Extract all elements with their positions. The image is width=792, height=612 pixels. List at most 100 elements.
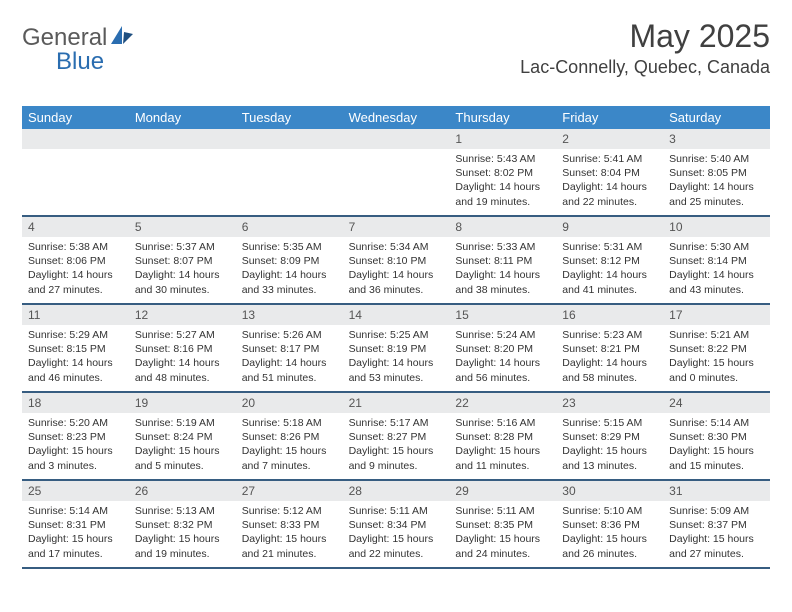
sunrise-text: Sunrise: 5:17 AM <box>349 416 444 430</box>
day-body: Sunrise: 5:24 AMSunset: 8:20 PMDaylight:… <box>449 325 556 391</box>
day-number: 24 <box>663 393 770 413</box>
day-number: 10 <box>663 217 770 237</box>
daylight-text: Daylight: 14 hours and 43 minutes. <box>669 268 764 296</box>
sunrise-text: Sunrise: 5:12 AM <box>242 504 337 518</box>
day-number: 18 <box>22 393 129 413</box>
sunset-text: Sunset: 8:29 PM <box>562 430 657 444</box>
day-cell <box>22 129 129 215</box>
day-number: 5 <box>129 217 236 237</box>
sunrise-text: Sunrise: 5:34 AM <box>349 240 444 254</box>
sunset-text: Sunset: 8:36 PM <box>562 518 657 532</box>
day-body: Sunrise: 5:14 AMSunset: 8:31 PMDaylight:… <box>22 501 129 567</box>
sunrise-text: Sunrise: 5:21 AM <box>669 328 764 342</box>
day-number <box>129 129 236 149</box>
daylight-text: Daylight: 15 hours and 17 minutes. <box>28 532 123 560</box>
day-cell: 27Sunrise: 5:12 AMSunset: 8:33 PMDayligh… <box>236 481 343 567</box>
sunset-text: Sunset: 8:24 PM <box>135 430 230 444</box>
daylight-text: Daylight: 14 hours and 27 minutes. <box>28 268 123 296</box>
day-cell: 8Sunrise: 5:33 AMSunset: 8:11 PMDaylight… <box>449 217 556 303</box>
sunset-text: Sunset: 8:31 PM <box>28 518 123 532</box>
day-body: Sunrise: 5:43 AMSunset: 8:02 PMDaylight:… <box>449 149 556 215</box>
day-cell: 20Sunrise: 5:18 AMSunset: 8:26 PMDayligh… <box>236 393 343 479</box>
day-cell: 3Sunrise: 5:40 AMSunset: 8:05 PMDaylight… <box>663 129 770 215</box>
sunset-text: Sunset: 8:02 PM <box>455 166 550 180</box>
sunrise-text: Sunrise: 5:18 AM <box>242 416 337 430</box>
dow-sunday: Sunday <box>22 106 129 129</box>
week-row: 1Sunrise: 5:43 AMSunset: 8:02 PMDaylight… <box>22 129 770 217</box>
sunrise-text: Sunrise: 5:24 AM <box>455 328 550 342</box>
sunset-text: Sunset: 8:10 PM <box>349 254 444 268</box>
day-body: Sunrise: 5:13 AMSunset: 8:32 PMDaylight:… <box>129 501 236 567</box>
day-body: Sunrise: 5:35 AMSunset: 8:09 PMDaylight:… <box>236 237 343 303</box>
sunrise-text: Sunrise: 5:09 AM <box>669 504 764 518</box>
sunset-text: Sunset: 8:07 PM <box>135 254 230 268</box>
day-number <box>343 129 450 149</box>
sunrise-text: Sunrise: 5:37 AM <box>135 240 230 254</box>
dow-friday: Friday <box>556 106 663 129</box>
daylight-text: Daylight: 15 hours and 24 minutes. <box>455 532 550 560</box>
day-number: 1 <box>449 129 556 149</box>
day-number: 12 <box>129 305 236 325</box>
sunrise-text: Sunrise: 5:40 AM <box>669 152 764 166</box>
sunset-text: Sunset: 8:23 PM <box>28 430 123 444</box>
daylight-text: Daylight: 14 hours and 41 minutes. <box>562 268 657 296</box>
sunset-text: Sunset: 8:34 PM <box>349 518 444 532</box>
sunset-text: Sunset: 8:16 PM <box>135 342 230 356</box>
sunset-text: Sunset: 8:27 PM <box>349 430 444 444</box>
day-cell: 1Sunrise: 5:43 AMSunset: 8:02 PMDaylight… <box>449 129 556 215</box>
sunset-text: Sunset: 8:09 PM <box>242 254 337 268</box>
sunrise-text: Sunrise: 5:35 AM <box>242 240 337 254</box>
day-cell: 23Sunrise: 5:15 AMSunset: 8:29 PMDayligh… <box>556 393 663 479</box>
day-number: 28 <box>343 481 450 501</box>
sunrise-text: Sunrise: 5:30 AM <box>669 240 764 254</box>
weeks-container: 1Sunrise: 5:43 AMSunset: 8:02 PMDaylight… <box>22 129 770 569</box>
day-body: Sunrise: 5:14 AMSunset: 8:30 PMDaylight:… <box>663 413 770 479</box>
sunrise-text: Sunrise: 5:31 AM <box>562 240 657 254</box>
sunset-text: Sunset: 8:33 PM <box>242 518 337 532</box>
month-year: May 2025 <box>520 18 770 55</box>
sunrise-text: Sunrise: 5:41 AM <box>562 152 657 166</box>
day-number: 31 <box>663 481 770 501</box>
sunrise-text: Sunrise: 5:10 AM <box>562 504 657 518</box>
day-cell: 26Sunrise: 5:13 AMSunset: 8:32 PMDayligh… <box>129 481 236 567</box>
day-cell: 19Sunrise: 5:19 AMSunset: 8:24 PMDayligh… <box>129 393 236 479</box>
location: Lac-Connelly, Quebec, Canada <box>520 57 770 78</box>
day-cell: 7Sunrise: 5:34 AMSunset: 8:10 PMDaylight… <box>343 217 450 303</box>
sunrise-text: Sunrise: 5:26 AM <box>242 328 337 342</box>
day-number <box>236 129 343 149</box>
sunrise-text: Sunrise: 5:27 AM <box>135 328 230 342</box>
day-body: Sunrise: 5:30 AMSunset: 8:14 PMDaylight:… <box>663 237 770 303</box>
sunrise-text: Sunrise: 5:20 AM <box>28 416 123 430</box>
sunrise-text: Sunrise: 5:11 AM <box>349 504 444 518</box>
daylight-text: Daylight: 15 hours and 22 minutes. <box>349 532 444 560</box>
day-body: Sunrise: 5:21 AMSunset: 8:22 PMDaylight:… <box>663 325 770 391</box>
daylight-text: Daylight: 15 hours and 7 minutes. <box>242 444 337 472</box>
day-body: Sunrise: 5:34 AMSunset: 8:10 PMDaylight:… <box>343 237 450 303</box>
day-body: Sunrise: 5:16 AMSunset: 8:28 PMDaylight:… <box>449 413 556 479</box>
sunset-text: Sunset: 8:30 PM <box>669 430 764 444</box>
sunset-text: Sunset: 8:26 PM <box>242 430 337 444</box>
day-number: 15 <box>449 305 556 325</box>
day-body: Sunrise: 5:23 AMSunset: 8:21 PMDaylight:… <box>556 325 663 391</box>
week-row: 25Sunrise: 5:14 AMSunset: 8:31 PMDayligh… <box>22 481 770 569</box>
sunset-text: Sunset: 8:20 PM <box>455 342 550 356</box>
sunrise-text: Sunrise: 5:11 AM <box>455 504 550 518</box>
day-cell: 2Sunrise: 5:41 AMSunset: 8:04 PMDaylight… <box>556 129 663 215</box>
daylight-text: Daylight: 14 hours and 58 minutes. <box>562 356 657 384</box>
dow-saturday: Saturday <box>663 106 770 129</box>
day-body: Sunrise: 5:17 AMSunset: 8:27 PMDaylight:… <box>343 413 450 479</box>
day-number: 14 <box>343 305 450 325</box>
day-number: 30 <box>556 481 663 501</box>
day-body: Sunrise: 5:10 AMSunset: 8:36 PMDaylight:… <box>556 501 663 567</box>
sunset-text: Sunset: 8:11 PM <box>455 254 550 268</box>
day-cell: 25Sunrise: 5:14 AMSunset: 8:31 PMDayligh… <box>22 481 129 567</box>
day-number: 25 <box>22 481 129 501</box>
daylight-text: Daylight: 15 hours and 21 minutes. <box>242 532 337 560</box>
sunset-text: Sunset: 8:32 PM <box>135 518 230 532</box>
week-row: 18 Sunrise: 5:20 AMSunset: 8:23 PM Dayligh… <box>22 393 770 481</box>
sunset-text: Sunset: 8:21 PM <box>562 342 657 356</box>
day-cell: 15Sunrise: 5:24 AMSunset: 8:20 PMDayligh… <box>449 305 556 391</box>
daylight-text: Daylight: 14 hours and 51 minutes. <box>242 356 337 384</box>
day-cell: 29Sunrise: 5:11 AMSunset: 8:35 PMDayligh… <box>449 481 556 567</box>
day-cell: 24Sunrise: 5:14 AMSunset: 8:30 PMDayligh… <box>663 393 770 479</box>
